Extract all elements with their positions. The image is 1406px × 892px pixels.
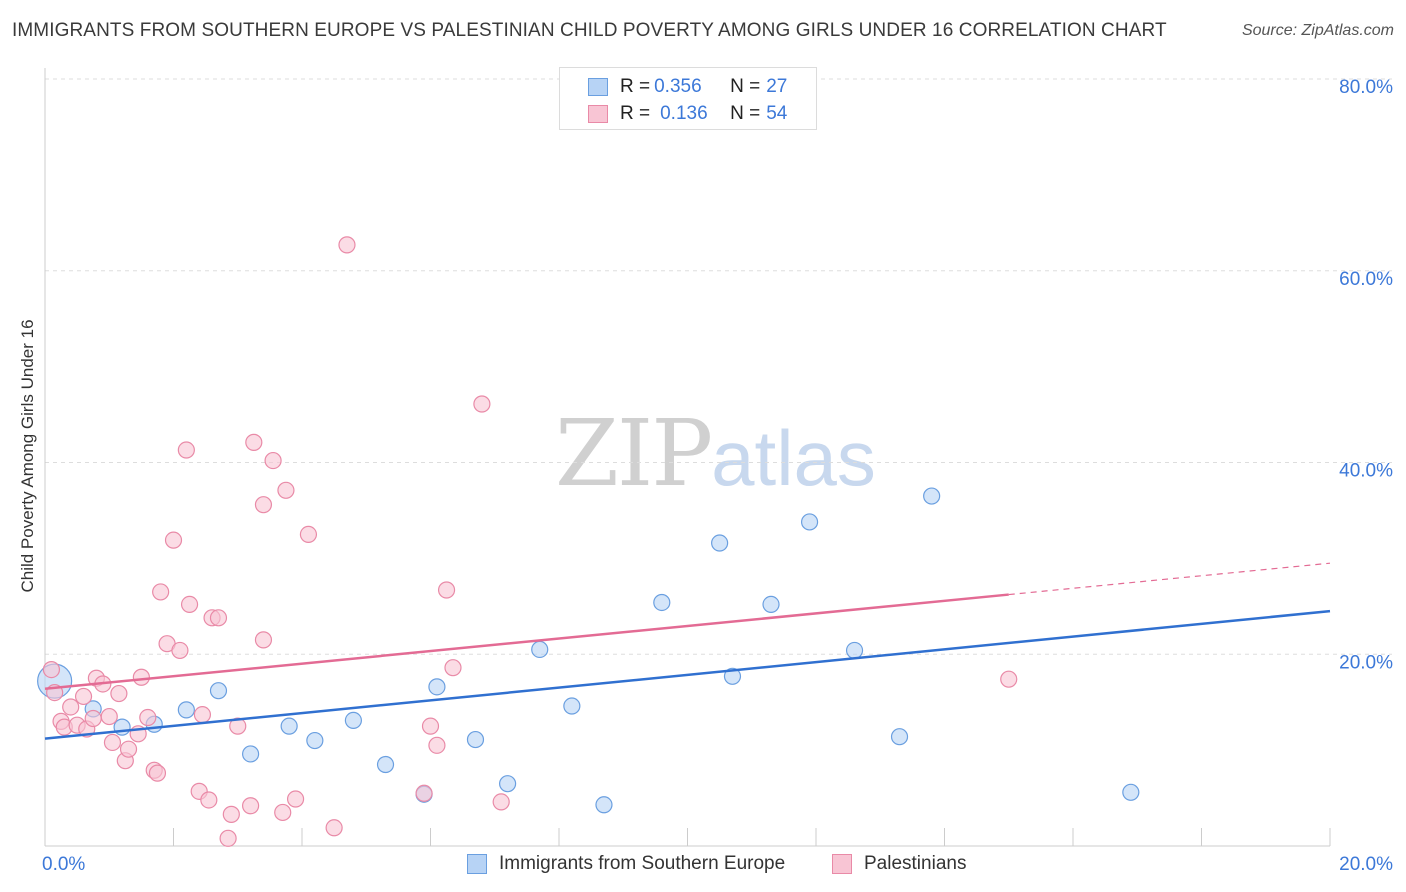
legend-r-value: 0.356 [654, 76, 718, 98]
legend-n-label: N = [730, 76, 760, 98]
y-tick-label: 60.0% [1339, 269, 1393, 290]
correlation-legend: R = 0.356 N = 27 R = 0.136 N = 54 [559, 67, 817, 130]
y-tick-label: 80.0% [1339, 77, 1393, 98]
pink-data-point [243, 798, 259, 814]
pink-data-point [339, 237, 355, 253]
bottom-legend-swatch-pink [832, 854, 852, 874]
legend-n-value: 54 [766, 103, 787, 125]
pink-data-point [153, 584, 169, 600]
y-tick-label: 40.0% [1339, 461, 1393, 482]
pink-data-point [1001, 671, 1017, 687]
y-tick-label: 20.0% [1339, 652, 1393, 673]
legend-r-label: R = [620, 76, 650, 98]
pink-data-point [194, 707, 210, 723]
pink-data-point [140, 710, 156, 726]
legend-row-blue: R = 0.356 N = 27 [588, 75, 787, 99]
pink-data-point [172, 642, 188, 658]
pink-data-point [474, 396, 490, 412]
blue-trend-line [45, 611, 1330, 739]
bottom-legend-swatch-blue [467, 854, 487, 874]
bottom-legend-pink: Palestinians [832, 852, 966, 876]
scatter-chart: 20.0% 40.0% 60.0% 80.0% 0.0% 20.0% [0, 0, 1406, 892]
blue-data-point [500, 776, 516, 792]
pink-data-point [416, 785, 432, 801]
pink-data-point [288, 791, 304, 807]
pink-data-point [429, 737, 445, 753]
pink-data-point [210, 610, 226, 626]
blue-data-point [763, 596, 779, 612]
pink-data-point [423, 718, 439, 734]
legend-n-value: 27 [766, 76, 787, 98]
pink-data-point [166, 532, 182, 548]
x-tick-label: 20.0% [1339, 854, 1393, 875]
pink-data-point [326, 820, 342, 836]
pink-data-point [63, 699, 79, 715]
blue-data-point [654, 594, 670, 610]
pink-data-point [300, 526, 316, 542]
legend-n-label: N = [730, 103, 760, 125]
blue-data-point [281, 718, 297, 734]
pink-data-point [121, 741, 137, 757]
blue-data-point [532, 641, 548, 657]
blue-data-point [467, 732, 483, 748]
pink-data-point [223, 806, 239, 822]
x-tick-label: 0.0% [42, 854, 85, 875]
pink-data-point [220, 830, 236, 846]
pink-data-point [182, 596, 198, 612]
pink-data-point [445, 660, 461, 676]
pink-data-point [439, 582, 455, 598]
pink-data-point [493, 794, 509, 810]
pink-data-point [178, 442, 194, 458]
legend-r-label: R = [620, 103, 650, 125]
pink-data-point [43, 662, 59, 678]
bottom-legend-label-pink: Palestinians [864, 853, 966, 875]
pink-data-point [133, 669, 149, 685]
blue-data-point [429, 679, 445, 695]
legend-r-value: 0.136 [660, 103, 718, 125]
blue-data-point [178, 702, 194, 718]
blue-data-point [564, 698, 580, 714]
pink-data-point [104, 734, 120, 750]
pink-data-point [246, 434, 262, 450]
pink-data-point [265, 453, 281, 469]
legend-swatch-blue [588, 78, 608, 96]
pink-data-point [111, 686, 127, 702]
pink-data-point [255, 632, 271, 648]
blue-data-point [378, 757, 394, 773]
pink-data-point [101, 709, 117, 725]
blue-data-point [892, 729, 908, 745]
pink-data-point [255, 497, 271, 513]
bottom-legend-label-blue: Immigrants from Southern Europe [499, 853, 785, 875]
pink-data-point [278, 482, 294, 498]
bottom-legend-blue: Immigrants from Southern Europe [467, 852, 785, 876]
legend-row-pink: R = 0.136 N = 54 [588, 102, 787, 126]
blue-data-point [847, 642, 863, 658]
blue-data-point [1123, 784, 1139, 800]
blue-data-point [596, 797, 612, 813]
blue-data-point [924, 488, 940, 504]
pink-trend-line-extension [1009, 563, 1330, 594]
pink-data-point [76, 688, 92, 704]
blue-data-point [307, 733, 323, 749]
pink-data-point [85, 710, 101, 726]
pink-data-point [275, 804, 291, 820]
pink-data-point [201, 792, 217, 808]
blue-data-point [345, 712, 361, 728]
blue-data-point [712, 535, 728, 551]
blue-data-point [243, 746, 259, 762]
legend-swatch-pink [588, 105, 608, 123]
blue-data-point [802, 514, 818, 530]
pink-data-point [149, 765, 165, 781]
blue-data-point [210, 683, 226, 699]
